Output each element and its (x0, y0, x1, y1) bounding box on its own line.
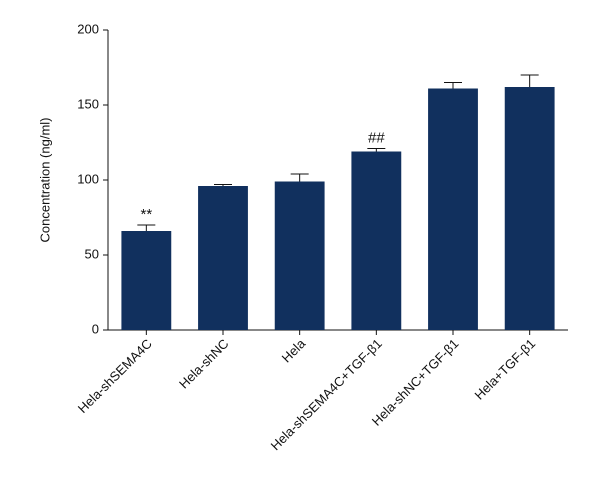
bar (351, 151, 402, 330)
x-tick-label: Hela (279, 335, 309, 365)
y-tick-label: 100 (77, 171, 99, 186)
x-tick-label: Hela-shNC+TGF-β1 (369, 336, 462, 429)
y-tick-label: 200 (77, 21, 99, 36)
significance-label: ** (140, 206, 152, 223)
y-tick-label: 50 (85, 246, 99, 261)
y-axis-label: Concentration (ng/ml) (37, 118, 52, 243)
significance-label: ## (368, 129, 385, 146)
bar (274, 181, 325, 330)
y-tick-label: 0 (92, 321, 99, 336)
bar (198, 186, 248, 330)
bar (504, 87, 555, 330)
bar (428, 88, 478, 330)
x-tick-label: Hela+TGF-β1 (471, 336, 538, 403)
x-tick-label: Hela-shSEMA4C (75, 336, 155, 416)
bar (121, 231, 172, 330)
x-tick-label: Hela-shNC (176, 336, 232, 392)
y-tick-label: 150 (77, 96, 99, 111)
